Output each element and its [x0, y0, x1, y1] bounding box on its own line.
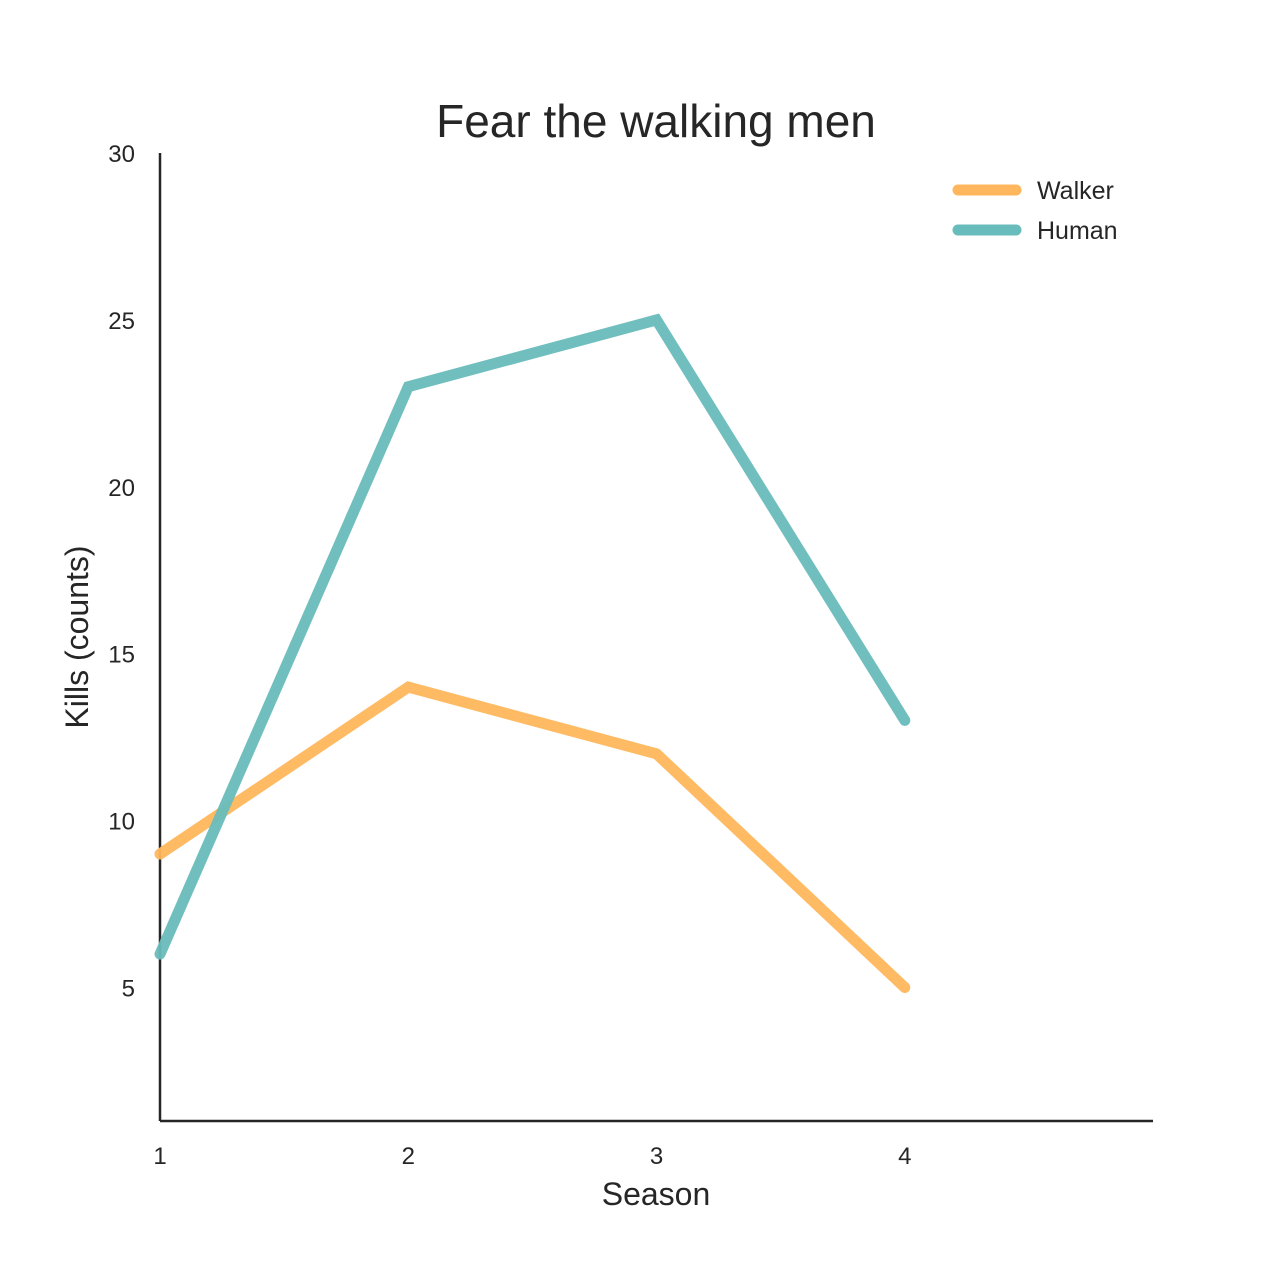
series-line-walker [154, 681, 911, 993]
series-layer [154, 313, 911, 993]
legend-item-human: Human [952, 217, 1118, 245]
legend-label: Walker [1037, 177, 1114, 205]
legend: Walker Human [952, 177, 1118, 245]
y-tick-label: 30 [108, 141, 135, 168]
chart-title: Fear the walking men [436, 95, 876, 147]
x-tick-label: 2 [402, 1143, 415, 1170]
y-tick-label: 15 [108, 642, 135, 669]
x-tick-label: 3 [650, 1143, 663, 1170]
legend-label: Human [1037, 217, 1118, 245]
x-tick-label: 4 [898, 1143, 911, 1170]
x-tick-label: 1 [153, 1143, 166, 1170]
y-tick-label: 10 [108, 809, 135, 836]
y-tick-label: 25 [108, 308, 135, 335]
series-line-human [154, 313, 911, 960]
y-tick-labels: 5 10 15 20 25 30 [108, 141, 135, 1002]
x-axis-label: Season [602, 1176, 711, 1212]
y-axis-label: Kills (counts) [59, 545, 95, 728]
y-tick-label: 20 [108, 475, 135, 502]
y-tick-label: 5 [122, 975, 135, 1002]
legend-item-walker: Walker [952, 177, 1114, 205]
x-tick-labels: 1 2 3 4 [153, 1143, 911, 1170]
